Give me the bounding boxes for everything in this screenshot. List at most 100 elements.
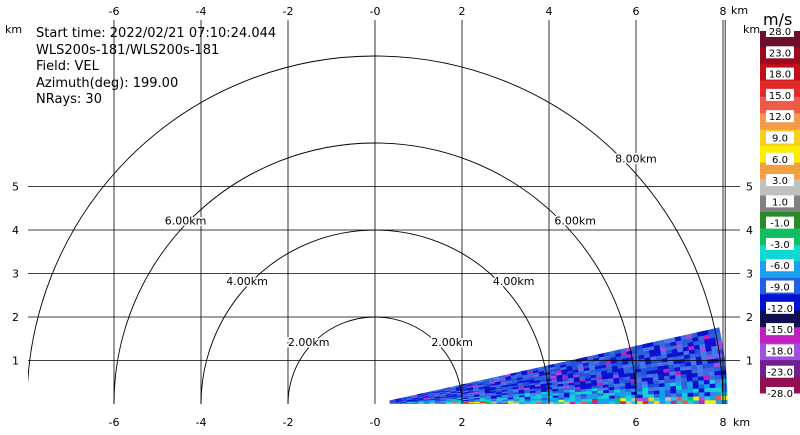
sector-cell	[698, 399, 706, 404]
sector-cell	[625, 400, 633, 404]
sector-cell	[659, 389, 666, 394]
sector-cell	[625, 394, 633, 399]
colorbar-label-bg	[766, 88, 794, 101]
x-tick-label-bottom: 4	[546, 416, 553, 429]
sector-cell	[569, 401, 576, 404]
sector-cell	[608, 350, 616, 356]
sector-cell	[630, 345, 638, 351]
y-tick-label-right: 5	[746, 181, 753, 194]
x-tick-label-bottom: -0	[370, 416, 381, 429]
y-tick-label-left: 2	[12, 311, 19, 324]
instrument-text: WLS200s-181/WLS200s-181	[36, 42, 220, 58]
sector-cell	[642, 400, 650, 404]
x-unit-label-bottom: km	[733, 416, 750, 429]
sector-cell	[676, 392, 683, 398]
sector-cell	[698, 395, 706, 401]
range-ring	[200, 229, 550, 404]
sector-cell	[698, 379, 705, 385]
sector-cell	[692, 384, 700, 389]
sector-cell	[682, 399, 689, 404]
sector-cell	[693, 395, 700, 401]
sector-cell	[692, 387, 700, 393]
x-tick-label-bottom: 2	[459, 416, 466, 429]
sector-cell	[710, 399, 717, 404]
sector-cell	[703, 383, 711, 389]
sector-cell	[652, 340, 660, 347]
y-tick-label-right: 1	[746, 355, 753, 368]
colorbar-label-bg	[766, 365, 794, 378]
x-tick-label-top: -6	[109, 5, 120, 18]
colorbar-tick-label: -15.0	[767, 325, 793, 336]
colorbar-tick-label: 6.0	[772, 155, 788, 166]
x-tick-label-top: -2	[283, 5, 294, 18]
sector-cell	[698, 391, 706, 397]
sector-cell	[715, 399, 723, 404]
sector-cell	[608, 400, 616, 404]
sector-cell	[580, 398, 588, 402]
sector-cell	[575, 398, 582, 402]
sector-cell	[659, 396, 666, 401]
sector-cell	[709, 378, 716, 385]
sector-cell	[648, 400, 655, 404]
sector-cell	[631, 397, 638, 402]
y-unit-label-right: km	[743, 23, 760, 36]
colorbar-tick-label: 23.0	[769, 48, 791, 59]
range-ring-label: 4.00km	[226, 275, 268, 288]
sector-cell	[687, 399, 694, 404]
sector-cell	[614, 400, 621, 404]
sector-cell	[709, 382, 717, 389]
sector-cell	[620, 400, 627, 404]
colorbar-label-bg	[766, 301, 794, 314]
x-tick-label-bottom: 8	[720, 416, 727, 429]
sector-cell	[631, 400, 638, 404]
colorbar-label-bg	[766, 67, 794, 80]
colorbar: 28.0 23.0 18.0 15.0 12.0 9.0 6.0 3.0 1.0 -1.0 -3.0…	[760, 25, 800, 400]
colorbar-label-bg	[766, 110, 794, 123]
sector-cell	[715, 386, 722, 392]
velocity-sector	[389, 327, 728, 404]
range-ring	[113, 142, 637, 404]
sector-cell	[586, 401, 593, 404]
y-tick-label-left: 3	[12, 268, 19, 281]
range-ring-label: 2.00km	[431, 336, 473, 349]
range-rings: 2.00km 2.00km 4.00km 4.00km 6.00km 6.00km 8.00…	[28, 55, 724, 404]
sector-cell	[625, 391, 633, 396]
colorbar-label-bg	[766, 323, 794, 336]
sector-cell	[720, 386, 728, 392]
colorbar-tick-label: -12.0	[767, 304, 793, 315]
sector-cell	[631, 394, 638, 399]
sector-cell	[642, 393, 649, 398]
colorbar-label-bg	[766, 237, 794, 250]
range-ring	[287, 316, 463, 404]
sector-cell	[659, 386, 666, 391]
colorbar-label-bg	[766, 25, 794, 37]
sector-cell	[676, 399, 683, 404]
sector-cell	[709, 387, 717, 393]
sector-cell	[641, 343, 649, 349]
field-text: Field: VEL	[36, 59, 99, 75]
y-tick-label-left: 1	[12, 355, 19, 368]
sector-cell	[693, 391, 700, 397]
azimuth-text: Azimuth(deg): 199.00	[36, 75, 179, 91]
sector-cell	[714, 378, 722, 384]
sector-cell	[670, 399, 678, 404]
range-ring-label: 4.00km	[493, 275, 535, 288]
sector-cell	[659, 400, 666, 404]
sector-cell	[676, 388, 683, 394]
colorbar-label-bg	[766, 46, 794, 59]
sector-cell	[665, 396, 672, 401]
x-tick-label-top: 6	[633, 5, 640, 18]
sector-cell	[664, 389, 672, 394]
y-tick-label-right: 2	[746, 311, 753, 324]
sector-cell	[687, 395, 694, 401]
colorbar-unit-label: m/s	[763, 10, 793, 29]
sector-cell	[687, 392, 694, 397]
sector-cell	[715, 382, 722, 388]
sector-cell	[670, 389, 677, 394]
colorbar-tick-label: 15.0	[769, 91, 791, 102]
sector-cell	[703, 375, 710, 381]
sector-cell	[597, 398, 605, 402]
sector-cell	[670, 392, 678, 398]
colorbar-tick-label: 9.0	[772, 133, 788, 144]
sector-cell	[603, 400, 610, 404]
